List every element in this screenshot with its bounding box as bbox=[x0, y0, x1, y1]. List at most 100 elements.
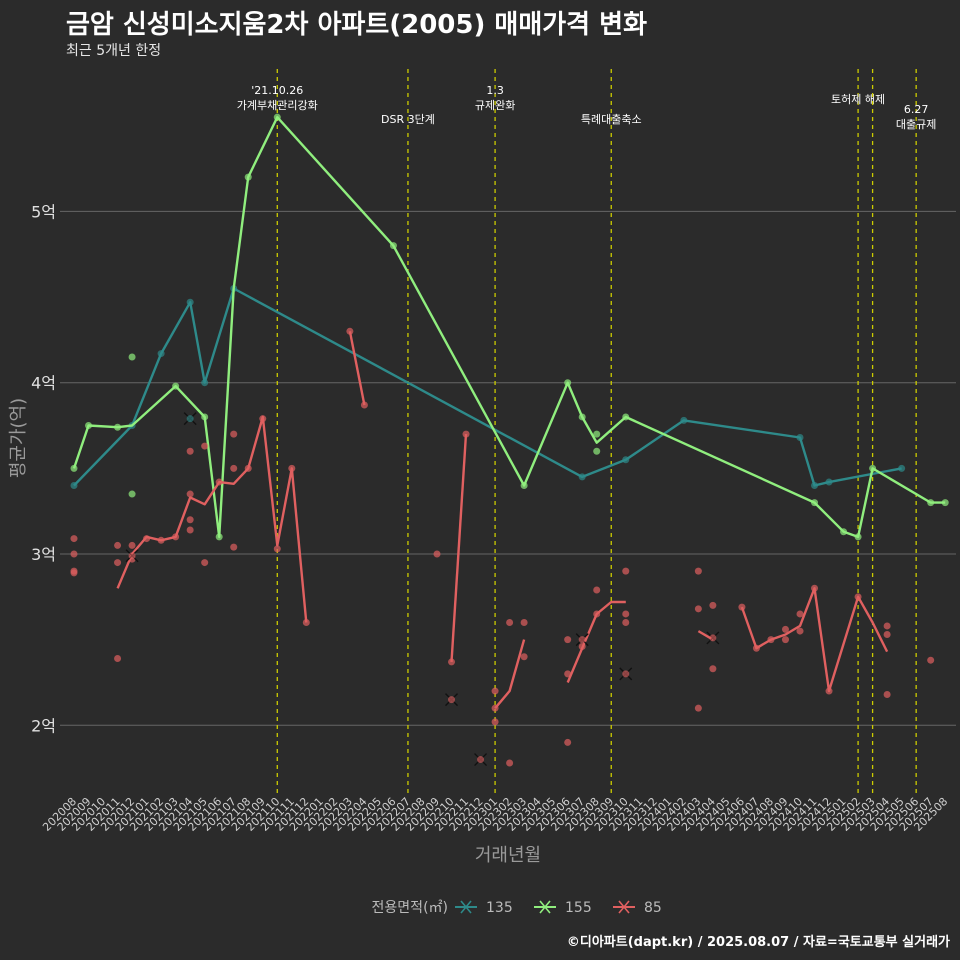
data-point-135 bbox=[811, 481, 819, 489]
data-point-85 bbox=[825, 687, 833, 695]
data-point-85 bbox=[854, 593, 862, 601]
data-point-155 bbox=[128, 490, 136, 498]
data-point-155 bbox=[244, 173, 252, 181]
data-point-85 bbox=[752, 644, 760, 652]
data-point-85 bbox=[927, 656, 935, 664]
chart-subtitle: 최근 5개년 한정 bbox=[66, 43, 162, 59]
data-point-85 bbox=[781, 625, 789, 633]
data-point-135 bbox=[796, 434, 804, 442]
data-point-85 bbox=[360, 401, 368, 409]
data-point-85 bbox=[520, 653, 528, 661]
data-point-155 bbox=[70, 464, 78, 472]
data-point-85 bbox=[883, 631, 891, 639]
data-point-85 bbox=[694, 704, 702, 712]
data-point-85 bbox=[273, 545, 281, 553]
data-point-155 bbox=[593, 430, 601, 438]
data-point-85 bbox=[346, 327, 354, 335]
data-point-85 bbox=[70, 535, 78, 543]
series-line-85 bbox=[116, 415, 308, 623]
data-point-85 bbox=[593, 586, 601, 594]
data-point-85 bbox=[201, 559, 209, 567]
data-point-135 bbox=[898, 464, 906, 472]
data-point-155 bbox=[927, 499, 935, 507]
data-point-155 bbox=[840, 528, 848, 536]
data-point-85 bbox=[738, 603, 746, 611]
data-point-155 bbox=[854, 533, 862, 541]
chart-title: 금암 신성미소지움2차 아파트(2005) 매매가격 변화 bbox=[66, 10, 647, 40]
policy-annotation: 토허제 해제 bbox=[831, 92, 885, 106]
grid-lines bbox=[60, 210, 956, 726]
legend-key-mark-85 bbox=[618, 900, 630, 914]
data-point-85 bbox=[622, 610, 630, 618]
series-line-155 bbox=[72, 116, 946, 539]
data-point-155 bbox=[85, 422, 93, 430]
data-point-155 bbox=[172, 382, 180, 390]
data-point-85 bbox=[172, 533, 180, 541]
data-point-85 bbox=[781, 636, 789, 644]
data-point-85 bbox=[157, 536, 165, 544]
data-point-85 bbox=[462, 430, 470, 438]
data-point-135 bbox=[680, 416, 688, 424]
data-point-135 bbox=[70, 481, 78, 489]
y-axis-ticks: 2억 3억 4억 5억 bbox=[31, 202, 56, 735]
y-axis-label: 평균가(억) bbox=[8, 398, 29, 478]
data-point-135 bbox=[186, 298, 194, 306]
data-point-85 bbox=[520, 619, 528, 627]
source-credit: ©디아파트(dapt.kr) / 2025.08.07 / 자료=국토교통부 실… bbox=[566, 935, 950, 950]
data-point-155 bbox=[593, 447, 601, 455]
series-line-85 bbox=[348, 331, 366, 406]
data-point-85 bbox=[70, 550, 78, 558]
data-point-85 bbox=[114, 541, 122, 549]
data-point-135 bbox=[825, 478, 833, 486]
data-point-85 bbox=[186, 516, 194, 524]
data-point-155 bbox=[564, 379, 572, 387]
y-tick-label: 3억 bbox=[31, 545, 56, 564]
data-point-85 bbox=[128, 541, 136, 549]
data-point-85 bbox=[491, 687, 499, 695]
data-point-85 bbox=[230, 464, 238, 472]
y-tick-label: 5억 bbox=[31, 202, 56, 221]
data-point-85 bbox=[506, 619, 514, 627]
legend-label-135: 135 bbox=[486, 900, 513, 916]
policy-annotation: 대출규제 bbox=[896, 118, 936, 131]
legend-title: 전용면적(㎡) bbox=[372, 900, 448, 916]
data-point-85 bbox=[186, 526, 194, 534]
x-axis-label: 거래년월 bbox=[475, 845, 541, 866]
data-point-155 bbox=[622, 413, 630, 421]
x-axis-ticks: 2020082020092020102020112020122021012021… bbox=[40, 795, 950, 834]
data-point-85 bbox=[564, 636, 572, 644]
y-tick-label: 2억 bbox=[31, 716, 56, 735]
data-point-85 bbox=[767, 636, 775, 644]
series-line-135 bbox=[73, 287, 902, 487]
series-85 bbox=[70, 327, 935, 767]
data-point-85 bbox=[491, 704, 499, 712]
data-point-85 bbox=[694, 605, 702, 613]
series-layer bbox=[70, 113, 949, 767]
series-line-85 bbox=[450, 434, 468, 662]
data-point-85 bbox=[143, 535, 151, 543]
series-line-85 bbox=[740, 587, 889, 693]
data-point-155 bbox=[114, 423, 122, 431]
legend-key-mark-155 bbox=[539, 900, 551, 914]
data-point-85 bbox=[709, 665, 717, 673]
data-point-85 bbox=[578, 643, 586, 651]
data-point-155 bbox=[811, 499, 819, 507]
data-point-85 bbox=[302, 619, 310, 627]
data-point-155 bbox=[869, 464, 877, 472]
cross-mark-point-85 bbox=[578, 636, 586, 644]
data-point-155 bbox=[941, 499, 949, 507]
data-point-135 bbox=[201, 379, 209, 387]
data-point-85 bbox=[564, 738, 572, 746]
legend: 전용면적(㎡) 135 155 85 bbox=[372, 900, 662, 916]
data-point-155 bbox=[215, 533, 223, 541]
data-point-155 bbox=[128, 353, 136, 361]
data-point-85 bbox=[201, 442, 209, 450]
policy-annotation: 가계부채관리강화 bbox=[237, 99, 318, 112]
data-point-85 bbox=[244, 464, 252, 472]
data-point-85 bbox=[114, 559, 122, 567]
data-point-85 bbox=[448, 658, 456, 666]
data-point-155 bbox=[520, 481, 528, 489]
series-155 bbox=[70, 113, 949, 541]
data-point-85 bbox=[288, 464, 296, 472]
